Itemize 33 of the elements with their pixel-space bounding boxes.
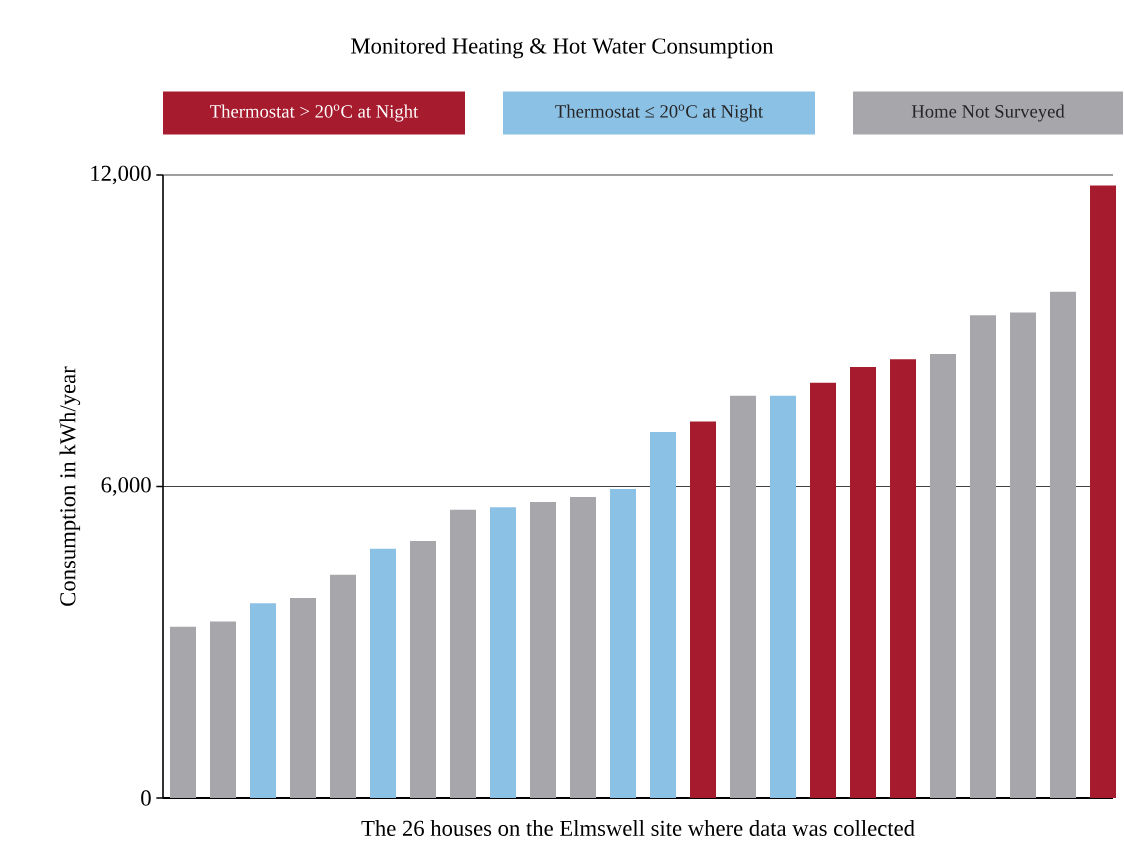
bar xyxy=(730,395,757,798)
chart-title: Monitored Heating & Hot Water Consumption xyxy=(351,37,774,59)
bar xyxy=(850,367,877,798)
bar xyxy=(450,509,477,798)
bar xyxy=(290,598,316,798)
text: Home Not Surveyed xyxy=(911,104,1065,122)
text: Thermostat > 20$^{o}$C at Night xyxy=(210,104,419,122)
bar xyxy=(330,574,356,798)
bar xyxy=(370,548,397,798)
bar xyxy=(1090,185,1117,798)
bar xyxy=(890,359,917,798)
bar xyxy=(530,502,556,798)
y-tick-label: 12,000 xyxy=(91,165,151,185)
bar xyxy=(410,541,436,798)
y-tick-label: 6,000 xyxy=(101,477,151,496)
bar xyxy=(570,496,597,798)
text: Thermostat ≤ 20$^{o}$C at Night xyxy=(555,104,764,122)
bar xyxy=(1050,291,1077,798)
bar xyxy=(610,489,637,798)
bar xyxy=(690,421,717,798)
x-axis-title: The 26 houses on the Elmswell site where data was collected xyxy=(361,820,915,836)
bar xyxy=(1010,312,1037,798)
bar xyxy=(250,603,276,798)
bar xyxy=(770,395,797,798)
bar xyxy=(650,431,677,798)
bar xyxy=(490,507,517,798)
bar xyxy=(170,626,196,798)
bar xyxy=(810,382,837,798)
bar xyxy=(970,315,997,798)
y-axis-title: Consumption in kWh/year xyxy=(59,366,81,606)
bar xyxy=(210,621,236,798)
y-tick-label: 0 xyxy=(141,790,151,806)
bar xyxy=(930,354,957,798)
